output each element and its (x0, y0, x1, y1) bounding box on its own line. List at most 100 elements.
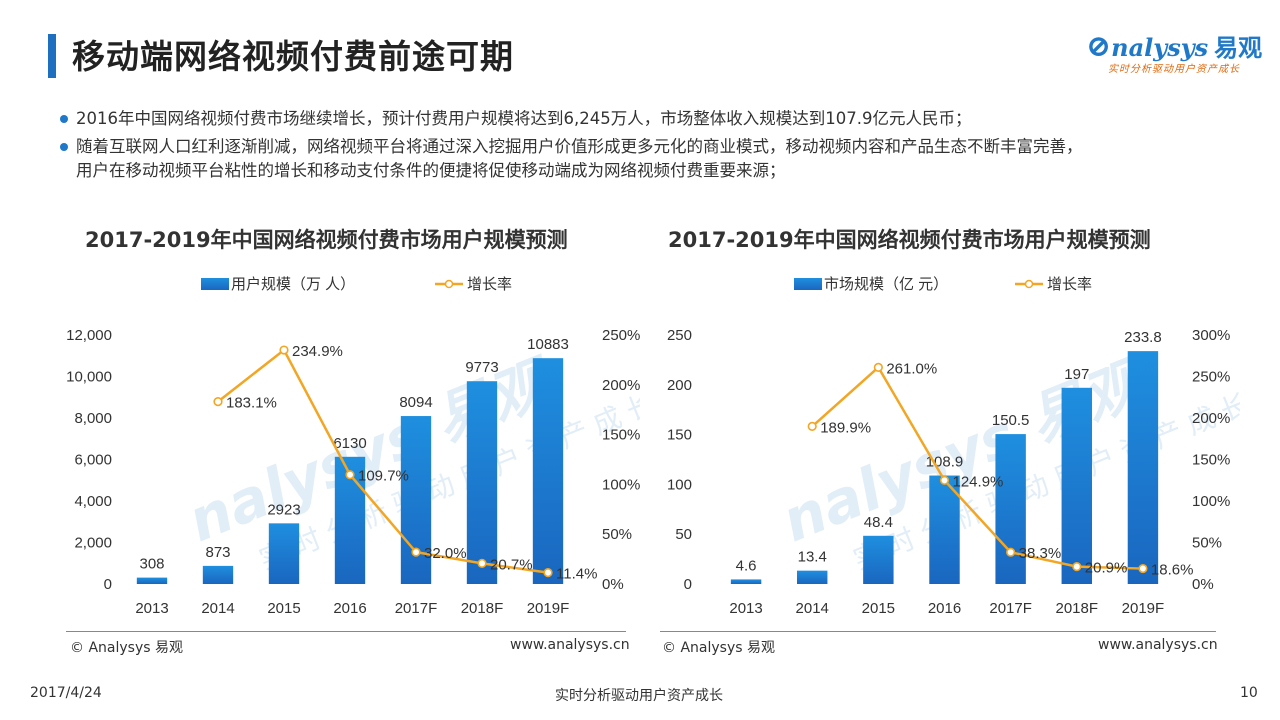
x-tick-label: 2016 (333, 600, 366, 617)
bar (797, 570, 828, 584)
x-tick-label: 2014 (796, 600, 829, 617)
x-tick-label: 2013 (135, 600, 168, 617)
growth-line (811, 365, 1143, 570)
right-tick-label: 50% (602, 526, 632, 543)
x-tick-label: 2019F (527, 600, 570, 617)
right-tick-label: 250% (602, 327, 640, 344)
growth-label: 20.7% (490, 556, 533, 573)
growth-label: 18.6% (1151, 562, 1194, 579)
bar (929, 475, 960, 584)
right-tick-label: 200% (602, 377, 640, 394)
right-tick-label: 300% (1192, 327, 1230, 344)
growth-point (873, 362, 883, 372)
growth-point (1072, 562, 1082, 572)
x-tick-label: 2017F (395, 600, 438, 617)
right-tick-label: 150% (1192, 452, 1230, 469)
bar-value-label: 48.4 (864, 514, 893, 531)
growth-point (213, 397, 223, 407)
left-tick-label: 6,000 (74, 452, 112, 469)
right-tick-label: 0% (602, 576, 624, 593)
growth-label: 109.7% (358, 468, 409, 485)
growth-line (217, 348, 549, 574)
legend-bar-swatch (794, 278, 822, 290)
x-tick-label: 2017F (989, 600, 1032, 617)
x-tick-label: 2016 (928, 600, 961, 617)
bar-value-label: 4.6 (736, 557, 757, 574)
growth-label: 20.9% (1085, 560, 1128, 577)
bullet-list: 2016年中国网络视频付费市场继续增长，预计付费用户规模将达到6,245万人，市… (60, 107, 1242, 187)
growth-label: 234.9% (292, 343, 343, 360)
right-tick-label: 100% (1192, 493, 1230, 510)
bar (202, 565, 234, 584)
page-title: 移动端网络视频付费前途可期 (72, 37, 514, 76)
x-tick-label: 2015 (862, 600, 895, 617)
bar-value-label: 8094 (399, 394, 432, 411)
growth-point (477, 558, 487, 568)
bar (1061, 387, 1092, 584)
bullet-item: 随着互联网人口红利逐渐削减，网络视频平台将通过深入挖掘用户价值形成更多元化的商业… (60, 135, 1242, 183)
chart-divider (66, 631, 626, 632)
legend-line-marker (444, 279, 454, 289)
bullet-dot-icon (60, 143, 68, 151)
growth-point (411, 547, 421, 557)
growth-point (807, 421, 817, 431)
bar-value-label: 10883 (527, 336, 569, 353)
growth-label: 183.1% (226, 395, 277, 412)
legend-line-label: 增长率 (1047, 276, 1092, 293)
chart-divider (660, 631, 1216, 632)
x-tick-label: 2018F (1056, 600, 1099, 617)
bar-value-label: 6130 (333, 435, 366, 452)
logo-slogan: 实时分析驱动用户资产成长 (1108, 64, 1240, 75)
bullet-text: 2016年中国网络视频付费市场继续增长，预计付费用户规模将达到6,245万人，市… (76, 109, 972, 128)
growth-label: 32.0% (424, 545, 467, 562)
chart-website: www.analysys.cn (1098, 637, 1218, 653)
bullet-text-continued: 用户在移动视频平台粘性的增长和移动支付条件的便捷将促使移动端成为网络视频付费重要… (76, 161, 786, 180)
right-tick-label: 100% (602, 476, 640, 493)
chart-website: www.analysys.cn (510, 637, 630, 653)
chart-source: © Analysys 易观 (70, 640, 183, 656)
footer-date: 2017/4/24 (30, 685, 102, 701)
left-tick-label: 4,000 (74, 493, 112, 510)
chart-title-users: 2017-2019年中国网络视频付费市场用户规模预测 (85, 228, 568, 252)
left-tick-label: 100 (667, 476, 692, 493)
growth-label: 38.3% (1019, 545, 1062, 562)
bar (995, 434, 1026, 584)
right-tick-label: 150% (602, 427, 640, 444)
x-tick-label: 2014 (201, 600, 234, 617)
bar-value-label: 150.5 (992, 412, 1030, 429)
growth-label: 189.9% (820, 419, 871, 436)
bar-value-label: 2923 (267, 501, 300, 518)
legend-bar-label: 用户规模（万 人） (231, 276, 355, 293)
bar (532, 358, 564, 584)
legend-line-marker (1024, 279, 1034, 289)
left-tick-label: 0 (104, 576, 112, 593)
chart-source: © Analysys 易观 (662, 640, 775, 656)
left-tick-label: 150 (667, 427, 692, 444)
left-tick-label: 2,000 (74, 535, 112, 552)
growth-label: 11.4% (556, 566, 597, 583)
bar (730, 579, 762, 584)
legend-line-label: 增长率 (467, 276, 512, 293)
bar-value-label: 13.4 (798, 549, 827, 566)
growth-point (543, 568, 553, 578)
growth-point (279, 345, 289, 355)
legend-bar-label: 市场规模（亿 元） (824, 276, 948, 293)
bar (268, 523, 300, 584)
bar (136, 577, 168, 584)
left-tick-label: 10,000 (66, 369, 112, 386)
growth-point (1138, 563, 1148, 574)
growth-point (1006, 547, 1016, 557)
legend-bar-swatch (201, 278, 229, 290)
growth-label: 261.0% (886, 360, 937, 377)
title-accent-bar (48, 34, 56, 78)
bar-value-label: 9773 (465, 359, 498, 376)
left-tick-label: 200 (667, 377, 692, 394)
x-tick-label: 2019F (1122, 600, 1165, 617)
growth-label: 124.9% (953, 473, 1004, 490)
bar-value-label: 873 (205, 544, 230, 561)
left-tick-label: 8,000 (74, 410, 112, 427)
bar-value-label: 308 (139, 556, 164, 573)
left-tick-label: 50 (675, 526, 692, 543)
